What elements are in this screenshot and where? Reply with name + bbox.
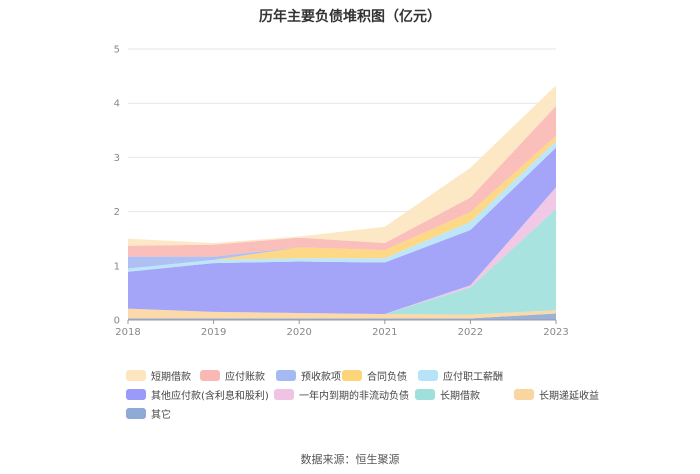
area-series-2 xyxy=(128,208,556,315)
legend-label: 合同负债 xyxy=(367,372,407,383)
legend-label: 一年内到期的非流动负债 xyxy=(299,391,409,402)
area-series xyxy=(128,85,556,320)
y-tick-label: 1 xyxy=(114,261,120,272)
legend-item[interactable]: 一年内到期的非流动负债 xyxy=(274,387,409,402)
y-tick-label: 3 xyxy=(114,153,120,164)
legend-item[interactable]: 应付账款 xyxy=(200,368,265,383)
legend-item[interactable]: 其他应付款(含利息和股利) xyxy=(126,387,269,402)
legend-swatch xyxy=(200,370,220,381)
legend-swatch xyxy=(126,389,146,400)
legend-swatch xyxy=(418,370,438,381)
area-series-8 xyxy=(128,105,556,257)
legend-swatch xyxy=(415,389,435,400)
data-source-note: 数据来源：恒生聚源 xyxy=(300,453,400,466)
y-tick-label: 4 xyxy=(114,99,120,110)
legend-label: 其它 xyxy=(151,410,171,421)
x-tick-label: 2021 xyxy=(372,327,397,338)
legend-item[interactable]: 长期借款 xyxy=(415,387,480,402)
legend-label: 长期借款 xyxy=(440,391,480,402)
legend-swatch xyxy=(126,370,146,381)
legend-swatch xyxy=(514,389,534,400)
area-series-9 xyxy=(128,85,556,246)
x-tick-label: 2022 xyxy=(458,327,483,338)
x-tick-label: 2023 xyxy=(543,327,568,338)
legend-label: 预收款项 xyxy=(301,372,341,383)
legend-swatch xyxy=(276,370,296,381)
x-tick-label: 2020 xyxy=(286,327,311,338)
legend-item[interactable]: 其它 xyxy=(126,406,171,421)
area-series-4 xyxy=(128,147,556,315)
legend-label: 长期递延收益 xyxy=(539,391,599,402)
legend-item[interactable]: 长期递延收益 xyxy=(514,387,599,402)
legend-item[interactable]: 预收款项 xyxy=(276,368,341,383)
legend-swatch xyxy=(342,370,362,381)
legend-item[interactable]: 短期借款 xyxy=(126,368,191,383)
legend-label: 短期借款 xyxy=(151,372,191,383)
y-tick-label: 5 xyxy=(114,45,120,56)
legend-swatch xyxy=(274,389,294,400)
y-tick-label: 0 xyxy=(114,316,120,327)
y-tick-label: 2 xyxy=(114,207,120,218)
legend-label: 应付账款 xyxy=(225,372,265,383)
legend-item[interactable]: 合同负债 xyxy=(342,368,407,383)
chart-title: 历年主要负债堆积图（亿元） xyxy=(259,9,441,25)
legend-label: 应付职工薪酬 xyxy=(443,372,503,383)
x-tick-label: 2019 xyxy=(201,327,226,338)
legend-swatch xyxy=(126,408,146,419)
axes: 0 1 2 3 4 5 2018 2019 2020 2021 2022 2023 xyxy=(114,45,569,339)
legend-label: 其他应付款(含利息和股利) xyxy=(151,391,269,402)
x-tick-label: 2018 xyxy=(115,327,140,338)
legend-item[interactable]: 应付职工薪酬 xyxy=(418,368,503,383)
